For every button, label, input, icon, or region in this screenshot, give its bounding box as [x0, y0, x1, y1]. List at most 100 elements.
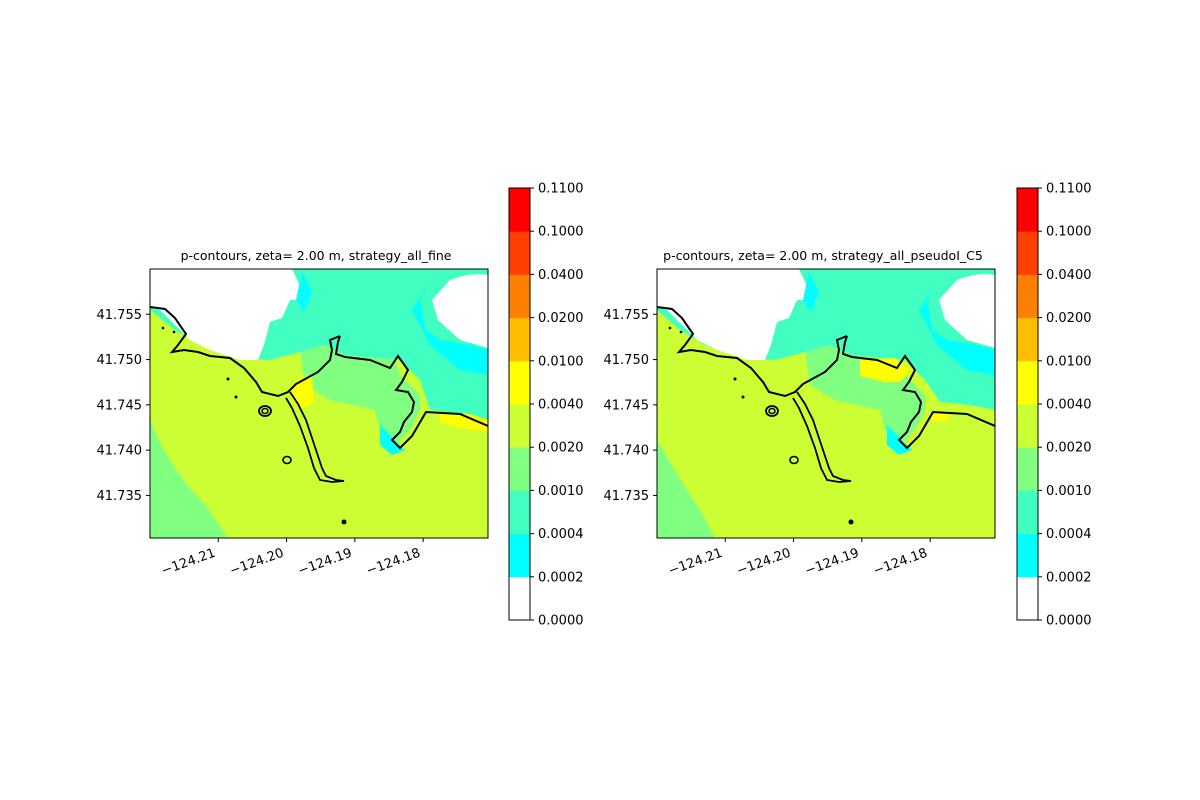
colorbar-band	[509, 576, 530, 621]
region-0002-0004	[412, 282, 488, 375]
colorbar-tick-label: 0.0004	[1046, 527, 1092, 542]
y-tick-label: 41.735	[604, 489, 650, 504]
y-tick-label: 41.745	[604, 398, 650, 413]
region-0040-0100	[860, 358, 910, 382]
y-tick-label: 41.745	[97, 398, 143, 413]
colorbar-tick-label: 0.0200	[538, 311, 584, 326]
x-tick-label: −124.20	[228, 546, 286, 579]
region-0000-0002	[657, 269, 812, 360]
y-tick-label: 41.750	[604, 353, 650, 368]
x-tick-label: −124.19	[296, 546, 354, 579]
colorbar-tick-label: 0.0004	[538, 527, 584, 542]
x-tick-label: −124.21	[667, 546, 725, 579]
colorbar-band	[509, 231, 530, 275]
colorbar-band	[509, 188, 530, 232]
rock-marker	[226, 377, 230, 381]
colorbar: 0.0000 0.0002 0.0004 0.0010 0.0020 0.0040 0.01…	[1016, 182, 1092, 629]
rock-marker	[848, 519, 854, 525]
region-0000-0002	[432, 274, 488, 348]
colorbar-tick-label: 0.0200	[1046, 311, 1092, 326]
y-tick-label: 41.740	[97, 444, 143, 459]
island-contour	[261, 407, 269, 415]
colorbar-band	[1017, 404, 1038, 448]
colorbar-tick-label: 0.0100	[538, 354, 584, 369]
colorbar-tick-label: 0.1000	[538, 225, 584, 240]
y-tick-label: 41.750	[97, 353, 143, 368]
island-contour	[768, 407, 776, 415]
island-contour	[258, 405, 272, 417]
island-contour	[282, 455, 292, 465]
region-0010-0020	[657, 440, 715, 538]
panel-title: p-contours, zeta= 2.00 m, strategy_all_p…	[663, 248, 983, 263]
rock-marker	[341, 519, 347, 525]
colorbar-tick-label: 0.0002	[538, 570, 584, 585]
jetty-contour	[792, 391, 852, 483]
colorbar-band	[1017, 274, 1038, 319]
colorbar-band	[1017, 231, 1038, 275]
island-contour	[789, 455, 799, 465]
region-0002-0004	[803, 272, 819, 312]
colorbar-band	[1017, 447, 1038, 491]
colorbar-tick-label: 0.0000	[538, 614, 584, 629]
colorbar-tick-label: 0.0020	[1046, 441, 1092, 456]
colorbar-tick-label: 0.0400	[1046, 268, 1092, 283]
x-tick-label: −124.18	[871, 546, 929, 579]
colorbar-band	[509, 274, 530, 319]
rock-marker	[741, 395, 745, 399]
contour-field	[657, 269, 995, 538]
x-tick-label: −124.19	[803, 546, 861, 579]
contour-field	[150, 269, 488, 538]
colorbar-tick-label: 0.0010	[538, 484, 584, 499]
colorbar-tick-label: 0.0020	[538, 441, 584, 456]
y-tick-label: 41.740	[604, 444, 650, 459]
colorbar-band	[509, 490, 530, 535]
coastline-contour	[657, 306, 995, 450]
region-0040-0100	[930, 412, 950, 422]
colorbar-band	[1017, 490, 1038, 535]
rock-marker	[234, 395, 238, 399]
x-tick-label: −124.21	[160, 546, 218, 579]
y-tick-label: 41.755	[97, 308, 143, 323]
colorbar-tick-label: 0.0100	[1046, 354, 1092, 369]
colorbar-tick-label: 0.1100	[1046, 182, 1092, 197]
island-contour	[765, 405, 779, 417]
colorbar-tick-label: 0.1100	[538, 182, 584, 197]
rock-marker	[668, 326, 672, 330]
colorbar-tick-label: 0.1000	[1046, 225, 1092, 240]
colorbar-band	[509, 533, 530, 578]
colorbar-band	[509, 360, 530, 405]
region-0000-0002	[939, 274, 995, 348]
region-0000-0002	[150, 269, 305, 360]
plot-frame	[149, 268, 489, 539]
colorbar: 0.0000 0.0002 0.0004 0.0010 0.0020 0.0040 0.01…	[508, 182, 584, 629]
colorbar-tick-label: 0.0000	[1046, 614, 1092, 629]
colorbar-tick-label: 0.0040	[538, 398, 584, 413]
rock-marker	[161, 326, 165, 330]
region-0010-0020	[300, 345, 420, 445]
y-tick-label: 41.755	[604, 308, 650, 323]
colorbar-band	[1017, 317, 1038, 362]
colorbar-band	[1017, 533, 1038, 578]
x-tick-label: −124.18	[364, 546, 422, 579]
colorbar-tick-label: 0.0400	[538, 268, 584, 283]
rock-marker	[733, 377, 737, 381]
colorbar-band	[509, 404, 530, 448]
colorbar-tick-label: 0.0040	[1046, 398, 1092, 413]
colorbar-band	[1017, 360, 1038, 405]
rock-marker	[172, 330, 176, 334]
colorbar-band	[509, 447, 530, 491]
region-0002-0004	[919, 282, 995, 375]
x-tick-label: −124.20	[735, 546, 793, 579]
region-0002-0004	[296, 272, 312, 312]
colorbar-band	[509, 317, 530, 362]
panel-strategy-all-pseudoi-c5: p-contours, zeta= 2.00 m, strategy_all_p…	[604, 182, 1092, 629]
region-0010-0020	[150, 420, 228, 538]
y-tick-label: 41.735	[97, 489, 143, 504]
region-0040-0100	[440, 412, 488, 432]
coastline-contour	[150, 306, 488, 450]
panel-strategy-all-fine: p-contours, zeta= 2.00 m, strategy_all_f…	[97, 182, 584, 629]
jetty-contour	[285, 391, 345, 483]
plot-frame	[656, 268, 996, 539]
panel-title: p-contours, zeta= 2.00 m, strategy_all_f…	[181, 248, 452, 263]
